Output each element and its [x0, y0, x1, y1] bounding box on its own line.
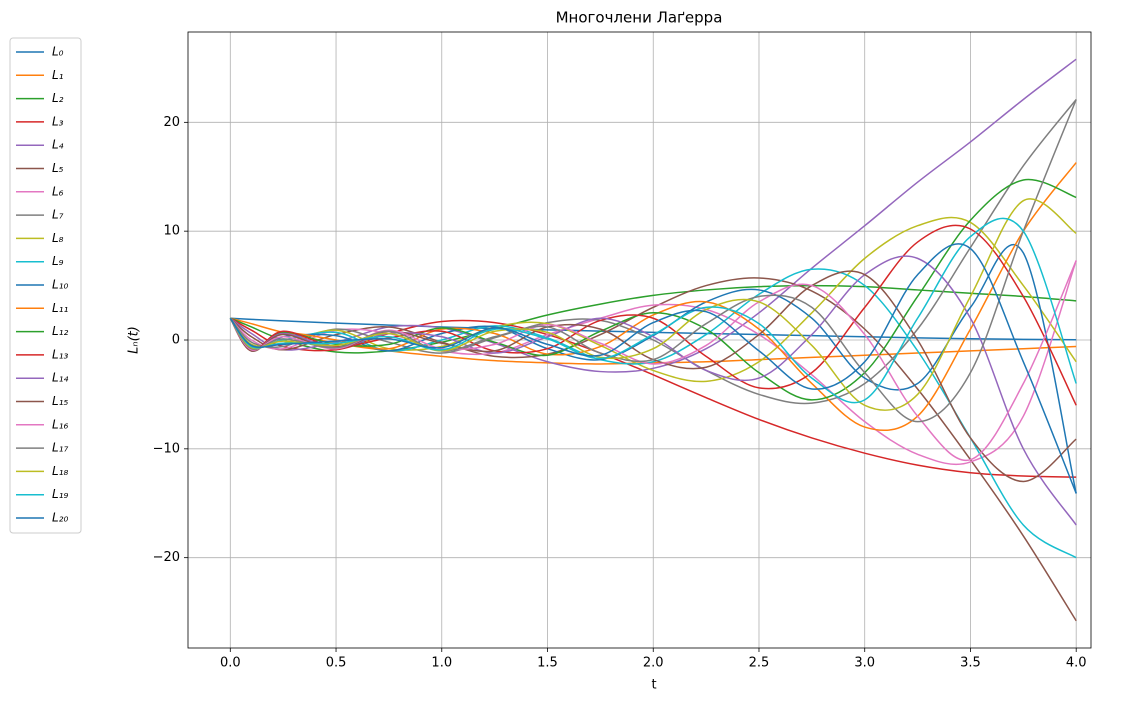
data-line: [229, 99, 1077, 405]
legend-label: L₁₂: [52, 324, 68, 338]
x-tick-label: 0.0: [220, 656, 241, 671]
data-line: [229, 277, 1077, 622]
legend-label: L₁₃: [52, 347, 68, 361]
x-axis-label: t: [651, 678, 656, 693]
data-line: [229, 178, 1077, 401]
x-tick-label: 2.0: [643, 656, 664, 671]
legend-label: L₅: [52, 161, 64, 175]
legend-label: L₂: [52, 91, 64, 105]
legend-label: L₆: [52, 184, 64, 198]
legend-label: L₄: [52, 138, 64, 152]
chart-title: Многочлени Лаґерра: [556, 9, 723, 27]
legend-label: L₁₇: [52, 441, 68, 455]
x-tick-label: 3.5: [960, 656, 981, 671]
legend-label: L₉: [52, 254, 64, 268]
data-line: [229, 260, 1077, 462]
x-tick-label: 1.5: [537, 656, 558, 671]
data-line: [229, 268, 1077, 559]
y-tick-label: −20: [153, 550, 180, 565]
y-tick-label: 20: [163, 115, 180, 130]
data-line: [229, 198, 1077, 411]
data-line: [229, 216, 1077, 383]
data-line: [229, 243, 1077, 494]
legend-label: L₂₀: [52, 511, 68, 525]
x-tick-label: 1.0: [431, 656, 452, 671]
y-tick-label: −10: [153, 441, 180, 456]
y-tick-label: 10: [163, 224, 180, 239]
legend-label: L₃: [52, 114, 64, 128]
legend-label: L₁: [52, 68, 64, 82]
data-line: [229, 217, 1077, 404]
y-tick-label: 0: [172, 333, 180, 348]
legend-label: L₁₅: [52, 394, 68, 408]
legend-label: L₁₆: [52, 417, 68, 431]
legend-label: L₀: [52, 45, 64, 59]
legend-label: L₁₄: [52, 371, 68, 385]
legend-box: [9, 37, 82, 534]
x-tick-label: 4.0: [1066, 656, 1087, 671]
legend-label: L₁₀: [52, 278, 68, 292]
x-tick-label: 2.5: [749, 656, 770, 671]
y-axis-label: Lₙ(t): [127, 326, 142, 354]
legend-label: L₇: [52, 208, 64, 222]
data-line: [229, 99, 1077, 423]
legend-label: L₁₉: [52, 487, 68, 501]
x-tick-label: 0.5: [326, 656, 347, 671]
x-tick-label: 3.0: [854, 656, 875, 671]
legend-label: L₁₁: [52, 301, 68, 315]
data-line: [229, 162, 1077, 432]
legend-label: L₈: [52, 231, 64, 245]
legend-label: L₁₈: [52, 464, 68, 478]
data-line: [229, 224, 1077, 406]
